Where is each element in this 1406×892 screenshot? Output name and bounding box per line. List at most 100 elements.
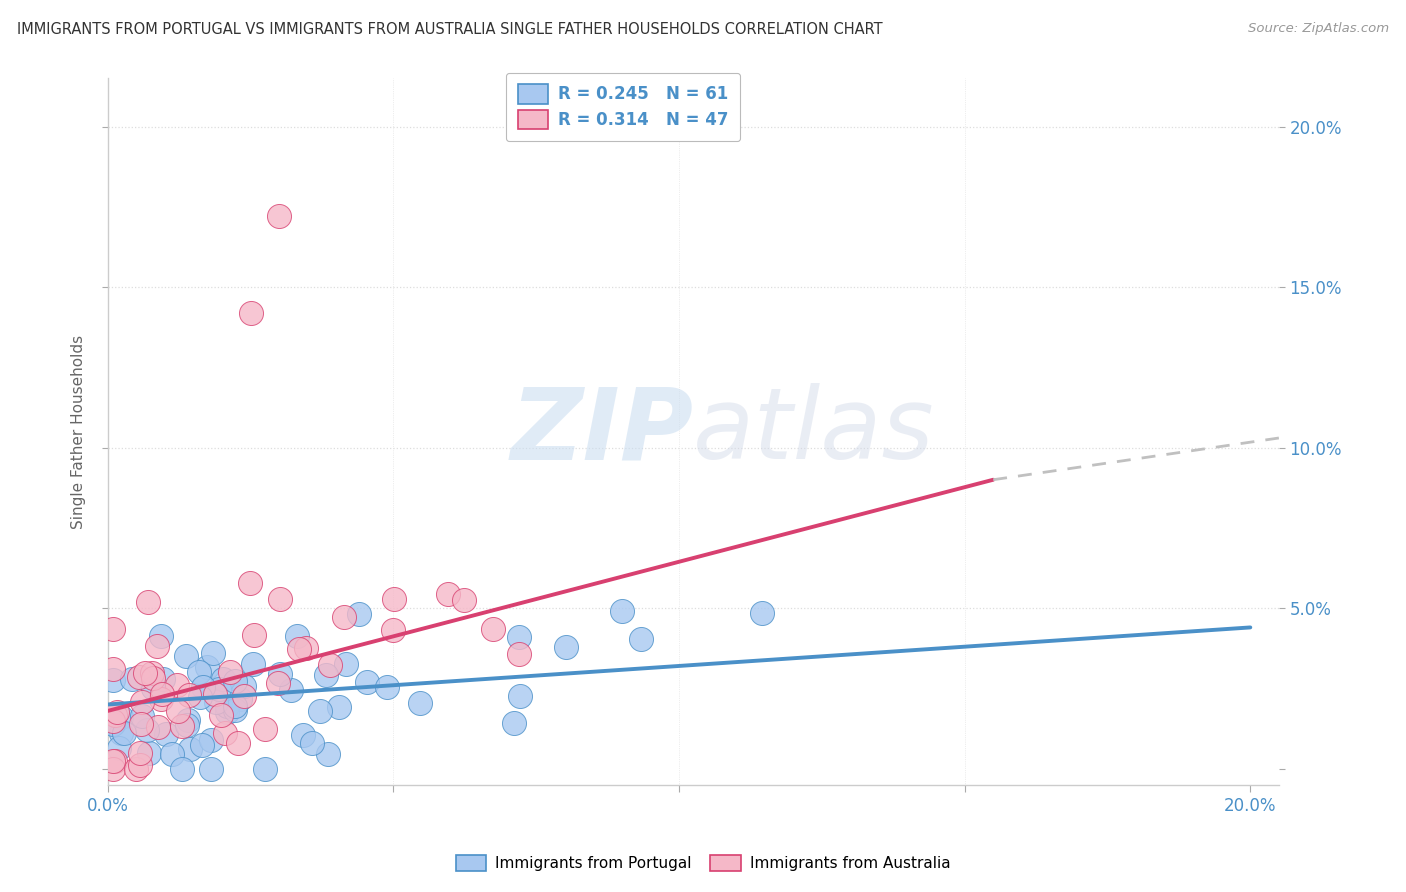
Point <box>382 592 405 607</box>
Point <box>226 735 249 749</box>
Point <box>200 733 222 747</box>
Point <box>128 670 150 684</box>
Point <box>191 738 214 752</box>
Point <box>347 607 370 621</box>
Point <box>138 746 160 760</box>
Point <box>104 708 127 723</box>
Point <box>103 662 125 676</box>
Point <box>142 671 165 685</box>
Point <box>215 699 238 714</box>
Point <box>218 665 240 679</box>
Point <box>108 741 131 756</box>
Point <box>162 747 184 761</box>
Point <box>141 665 163 680</box>
Point <box>142 681 165 695</box>
Point <box>172 719 194 733</box>
Point <box>482 622 505 636</box>
Point <box>269 667 291 681</box>
Point <box>136 723 159 738</box>
Point <box>239 576 262 591</box>
Point <box>128 746 150 760</box>
Point <box>243 628 266 642</box>
Point <box>408 696 430 710</box>
Point <box>295 640 318 655</box>
Point <box>315 668 337 682</box>
Point <box>148 720 170 734</box>
Point <box>150 691 173 706</box>
Point <box>174 649 197 664</box>
Point <box>437 587 460 601</box>
Point <box>131 708 153 723</box>
Point <box>145 639 167 653</box>
Point <box>214 725 236 739</box>
Point <box>172 762 194 776</box>
Point <box>208 682 231 697</box>
Point <box>269 591 291 606</box>
Point <box>242 657 264 671</box>
Point <box>103 622 125 636</box>
Point <box>129 757 152 772</box>
Point <box>110 726 132 740</box>
Point <box>110 710 132 724</box>
Point <box>205 695 228 709</box>
Point <box>254 762 277 776</box>
Point <box>301 736 323 750</box>
Point <box>224 699 246 714</box>
Point <box>239 306 262 320</box>
Point <box>291 728 314 742</box>
Point <box>319 657 342 672</box>
Point <box>166 704 188 718</box>
Point <box>233 679 256 693</box>
Point <box>152 672 174 686</box>
Legend: R = 0.245   N = 61, R = 0.314   N = 47: R = 0.245 N = 61, R = 0.314 N = 47 <box>506 72 740 141</box>
Point <box>129 717 152 731</box>
Point <box>509 690 531 704</box>
Point <box>121 673 143 687</box>
Point <box>103 762 125 776</box>
Point <box>204 687 226 701</box>
Point <box>356 674 378 689</box>
Point <box>176 718 198 732</box>
Point <box>453 592 475 607</box>
Point <box>316 747 339 761</box>
Point <box>179 742 201 756</box>
Point <box>224 703 246 717</box>
Point <box>103 717 125 731</box>
Point <box>188 665 211 679</box>
Point <box>150 630 173 644</box>
Point <box>328 699 350 714</box>
Text: atlas: atlas <box>693 383 935 480</box>
Point <box>131 695 153 709</box>
Text: Source: ZipAtlas.com: Source: ZipAtlas.com <box>1249 22 1389 36</box>
Point <box>104 754 127 768</box>
Point <box>610 604 633 618</box>
Point <box>215 705 238 719</box>
Point <box>232 689 254 703</box>
Point <box>191 681 214 695</box>
Point <box>209 708 232 723</box>
Point <box>267 676 290 690</box>
Legend: Immigrants from Portugal, Immigrants from Australia: Immigrants from Portugal, Immigrants fro… <box>450 849 956 877</box>
Point <box>630 632 652 647</box>
Point <box>112 726 135 740</box>
Point <box>103 673 125 687</box>
Point <box>150 687 173 701</box>
Point <box>335 657 357 672</box>
Point <box>224 674 246 689</box>
Point <box>200 762 222 776</box>
Point <box>333 609 356 624</box>
Point <box>188 690 211 704</box>
Point <box>166 678 188 692</box>
Point <box>502 715 524 730</box>
Point <box>308 704 330 718</box>
Point <box>195 659 218 673</box>
Point <box>288 642 311 657</box>
Point <box>103 714 125 728</box>
Point <box>125 762 148 776</box>
Point <box>134 665 156 680</box>
Point <box>375 681 398 695</box>
Point <box>136 595 159 609</box>
Point <box>280 682 302 697</box>
Point <box>177 688 200 702</box>
Text: ZIP: ZIP <box>510 383 693 480</box>
